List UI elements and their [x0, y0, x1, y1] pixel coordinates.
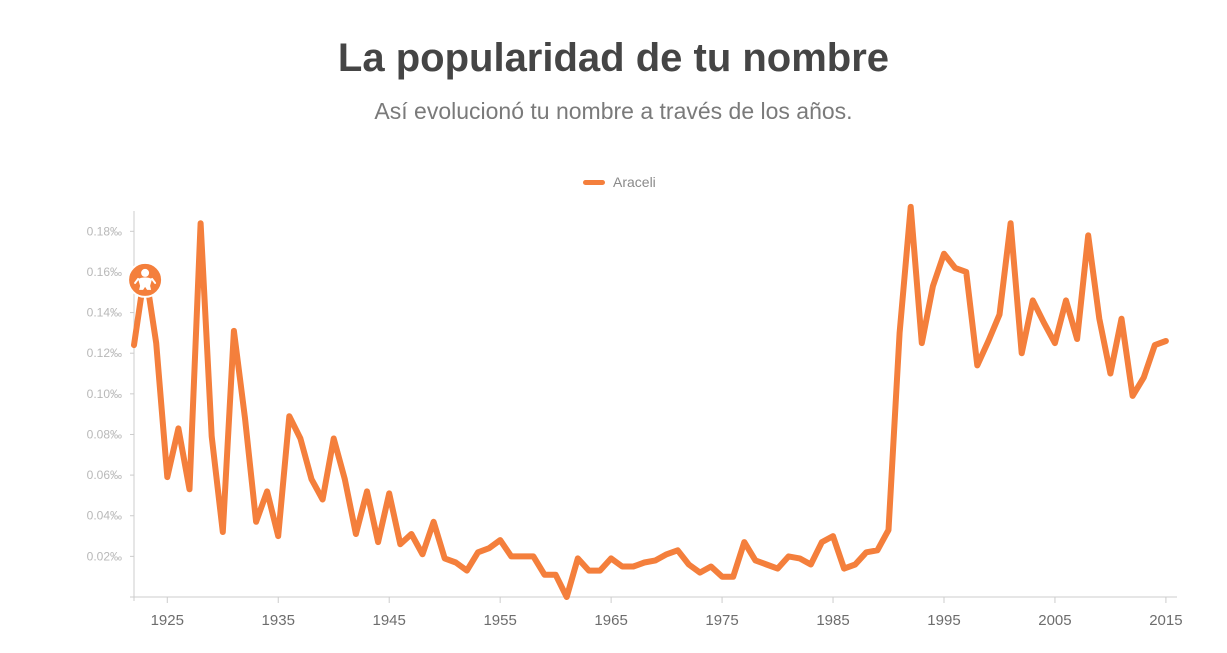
- x-tick-label: 1985: [816, 612, 849, 629]
- y-tick-label: 0.18‰: [87, 224, 122, 238]
- x-tick-label: 1955: [483, 612, 516, 629]
- x-tick-label: 1995: [927, 612, 960, 629]
- x-tick-label: 1965: [594, 612, 627, 629]
- baby-icon[interactable]: [127, 261, 164, 298]
- y-tick-label: 0.12‰: [87, 346, 122, 360]
- legend-swatch: [583, 179, 605, 185]
- x-tick-label: 1925: [151, 612, 184, 629]
- y-tick-label: 0.14‰: [87, 306, 122, 320]
- y-tick-label: 0.08‰: [87, 427, 122, 441]
- x-tick-label: 2005: [1038, 612, 1071, 629]
- legend-item-araceli[interactable]: Araceli: [583, 173, 656, 191]
- x-tick-label: 1945: [373, 612, 406, 629]
- y-tick-label: 0.02‰: [87, 549, 122, 563]
- x-tick-label: 1935: [262, 612, 295, 629]
- chart-title: La popularidad de tu nombre: [337, 36, 890, 80]
- y-tick-label: 0.06‰: [87, 468, 122, 482]
- legend-label: Araceli: [613, 174, 656, 190]
- x-tick-label: 2015: [1149, 612, 1182, 629]
- y-tick-label: 0.04‰: [87, 509, 122, 523]
- series-line-araceli: [131, 203, 1169, 600]
- y-tick-label: 0.16‰: [87, 265, 122, 279]
- x-tick-label: 1975: [705, 612, 738, 629]
- y-tick-label: 0.10‰: [87, 387, 122, 401]
- chart-subtitle: Así evolucionó tu nombre a través de los…: [374, 98, 853, 124]
